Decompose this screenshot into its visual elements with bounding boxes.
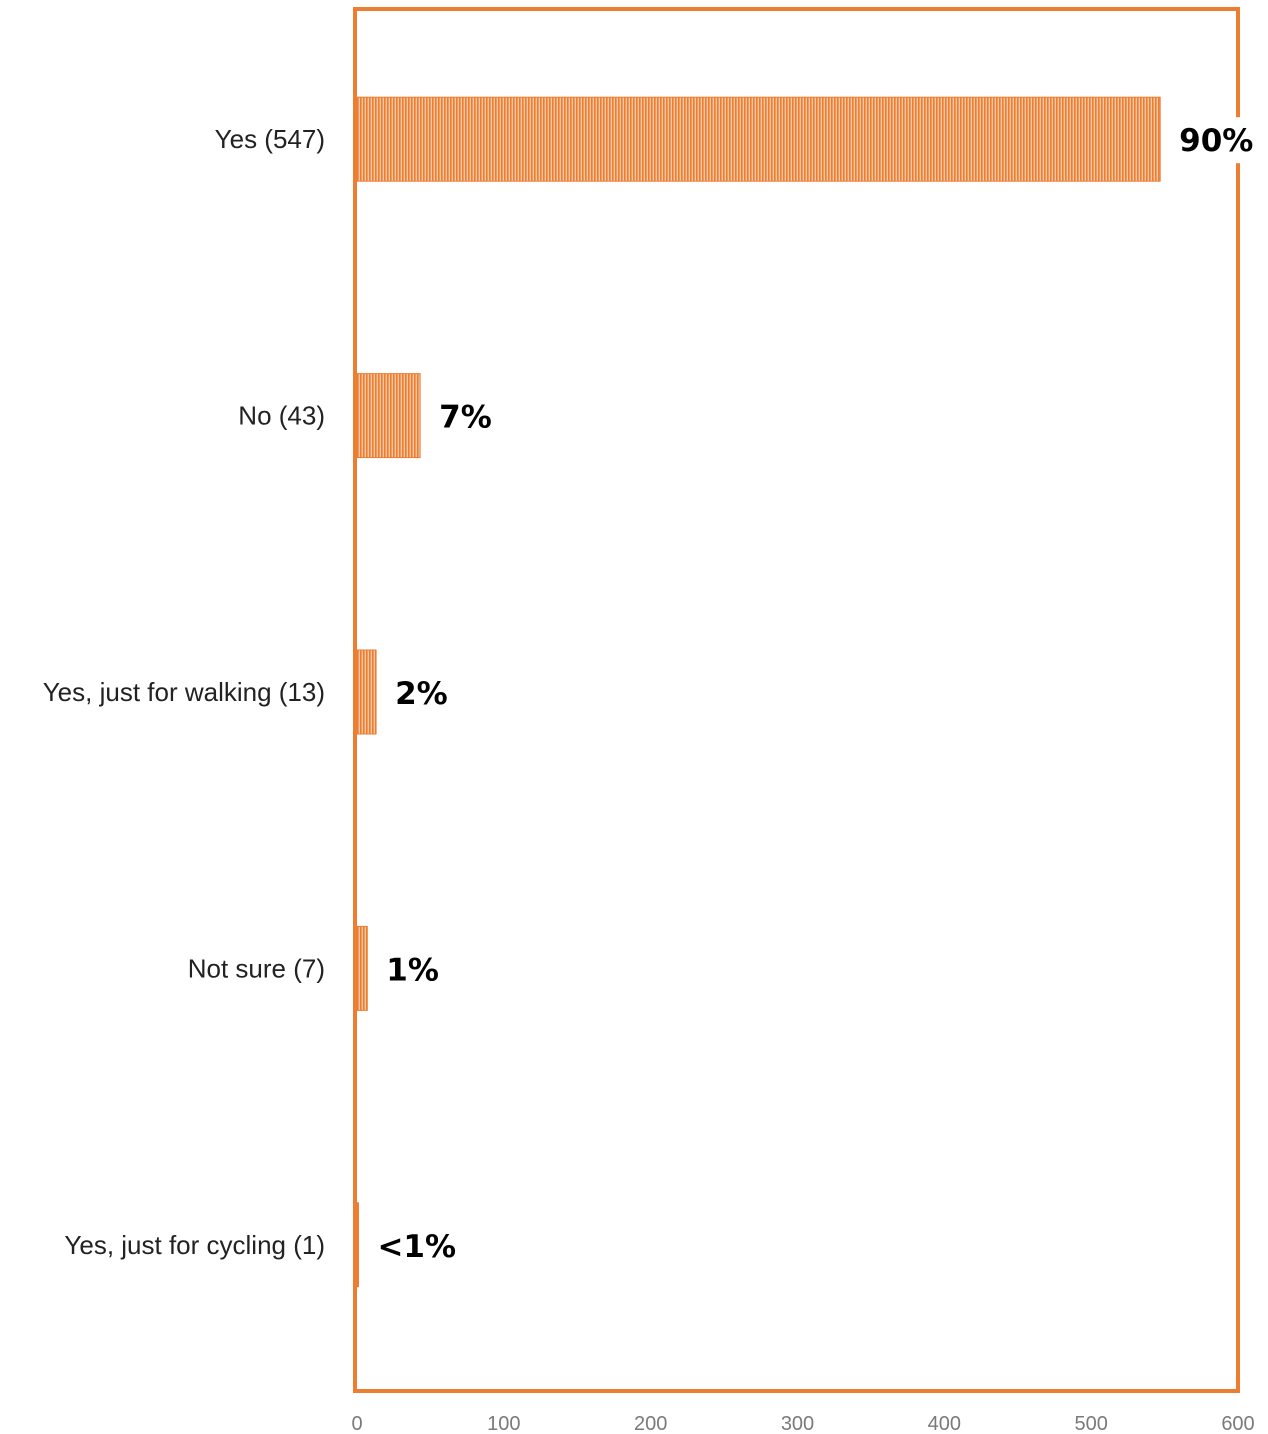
- category-label: Yes, just for walking (13): [43, 677, 325, 707]
- x-tick-label: 500: [1074, 1413, 1107, 1434]
- x-tick-label: 600: [1221, 1413, 1254, 1434]
- bar: [356, 1202, 359, 1288]
- bar: [356, 373, 421, 459]
- bar: [356, 96, 1161, 182]
- x-tick-label: 200: [634, 1413, 667, 1434]
- category-label: Yes (547): [215, 124, 325, 154]
- x-tick-label: 0: [351, 1413, 362, 1434]
- x-tick-label: 300: [781, 1413, 814, 1434]
- data-label-background: [1173, 117, 1258, 164]
- data-label: <1%: [377, 1229, 456, 1265]
- category-label: Not sure (7): [188, 953, 325, 983]
- data-label: 90%: [1179, 123, 1253, 159]
- category-label: No (43): [238, 401, 325, 431]
- x-tick-label: 100: [487, 1413, 520, 1434]
- bar: [356, 649, 377, 735]
- bar: [356, 925, 368, 1011]
- data-label: 1%: [386, 952, 439, 988]
- plot-frame: [353, 7, 1240, 1393]
- data-label: 7%: [439, 400, 492, 436]
- x-tick-label: 400: [928, 1413, 961, 1434]
- category-label: Yes, just for cycling (1): [64, 1230, 325, 1260]
- data-label: 2%: [395, 676, 448, 712]
